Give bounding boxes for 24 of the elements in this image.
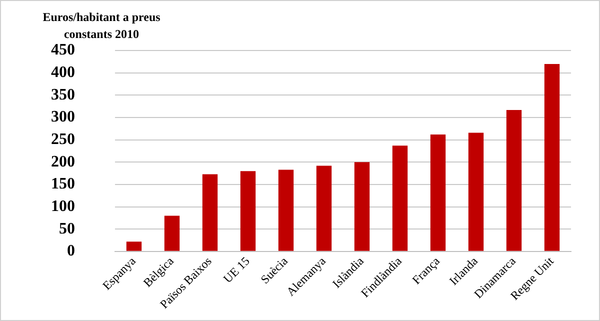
bar [468, 132, 484, 251]
y-tick-label: 350 [51, 86, 75, 104]
bar [316, 166, 332, 251]
bar [126, 242, 142, 251]
y-tick-label: 300 [51, 108, 75, 126]
y-tick-label: 50 [59, 220, 75, 238]
y-tick-label: 400 [51, 64, 75, 82]
y-tick-label: 200 [51, 153, 75, 170]
bar [392, 146, 408, 251]
y-axis-title: Euros/habitant a preus constants 2010 [42, 9, 162, 43]
y-tick-label: 450 [51, 42, 75, 59]
bar [202, 174, 218, 251]
y-tick-label: 150 [51, 176, 75, 193]
bar [430, 134, 446, 251]
bar [354, 162, 370, 251]
bar [506, 110, 522, 251]
y-tick-label: 250 [51, 131, 75, 148]
y-tick-label: 0 [67, 242, 75, 260]
bar [164, 216, 180, 251]
x-tick-label: UE 15 [220, 254, 252, 286]
bar [240, 171, 256, 251]
bar [278, 170, 294, 251]
y-tick-label: 100 [51, 198, 75, 215]
bar [544, 64, 560, 251]
